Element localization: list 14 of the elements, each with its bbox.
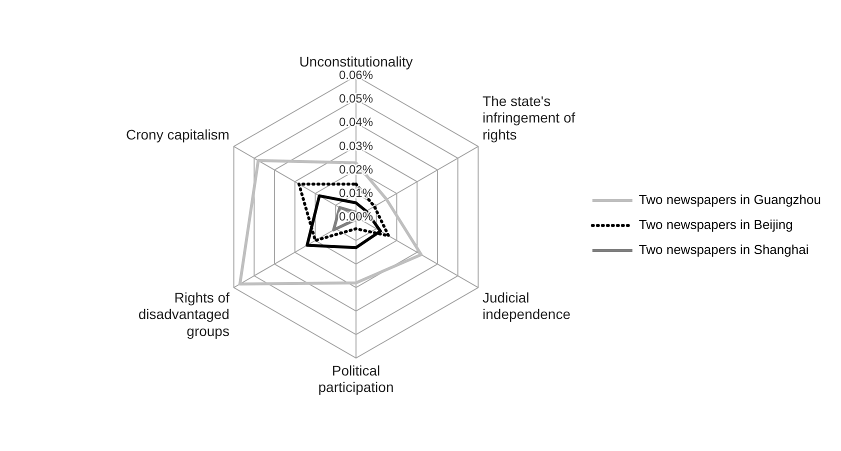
spoke-label: Crony capitalism	[126, 126, 230, 142]
spoke-label: Judicial independence	[482, 289, 571, 322]
y-tick-label: 0.04%	[338, 115, 374, 130]
y-tick-label: 0.03%	[338, 138, 374, 153]
legend-label: Two newspapers in Shanghai	[638, 242, 809, 258]
spoke-label: Political participation	[318, 362, 394, 396]
legend-label: Two newspapers in Guangzhou	[638, 192, 822, 208]
spoke-label: The state's infringement of rights	[482, 92, 576, 142]
y-tick-label: 0.05%	[338, 92, 374, 106]
spoke-label: Unconstitutionality	[299, 53, 413, 70]
y-tick-label: 0.02%	[338, 162, 374, 176]
spoke-label: Rights of disadvantaged groups	[138, 289, 230, 339]
legend-label: Two newspapers in Beijing	[638, 217, 793, 232]
y-tick-label: 0.06%	[338, 68, 374, 82]
